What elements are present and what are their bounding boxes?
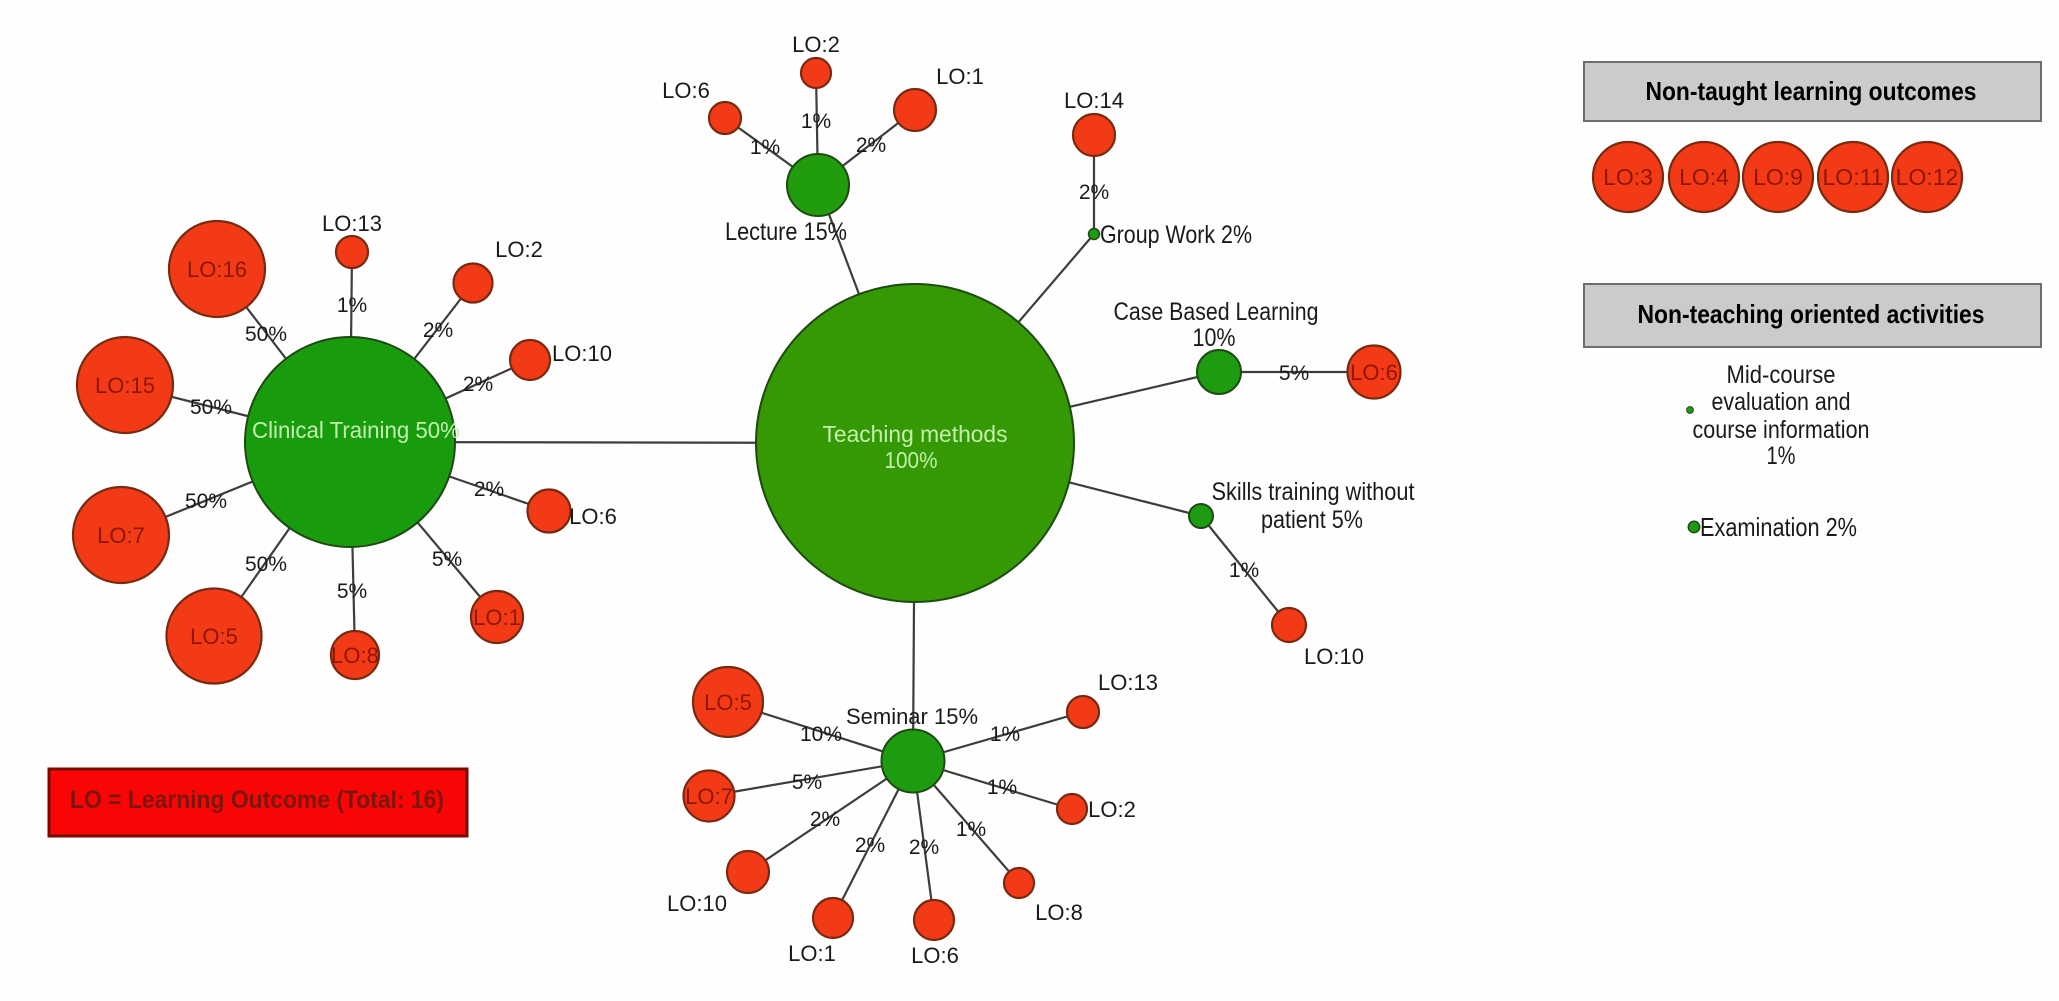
svg-text:LO:1: LO:1 [473, 605, 521, 630]
svg-text:LO:5: LO:5 [704, 690, 752, 715]
svg-text:1%: 1% [1767, 442, 1796, 470]
svg-text:100%: 100% [885, 447, 938, 473]
svg-text:1%: 1% [750, 136, 780, 159]
svg-text:1%: 1% [1229, 559, 1259, 582]
svg-text:2%: 2% [1079, 181, 1109, 204]
svg-text:2%: 2% [423, 319, 453, 342]
svg-text:LO:3: LO:3 [1603, 164, 1653, 190]
svg-text:LO:2: LO:2 [495, 237, 543, 262]
svg-text:LO:6: LO:6 [662, 78, 710, 103]
svg-text:50%: 50% [190, 396, 232, 419]
svg-text:10%: 10% [800, 723, 842, 746]
svg-text:LO:16: LO:16 [187, 257, 247, 282]
svg-text:10%: 10% [1193, 324, 1236, 352]
svg-text:1%: 1% [987, 776, 1017, 799]
svg-text:LO:8: LO:8 [331, 643, 379, 668]
svg-text:Examination 2%: Examination 2% [1700, 512, 1857, 542]
svg-text:LO:10: LO:10 [1304, 644, 1364, 669]
svg-text:2%: 2% [909, 836, 939, 859]
svg-text:1%: 1% [801, 110, 831, 133]
svg-text:LO:15: LO:15 [95, 373, 155, 398]
svg-text:LO:1: LO:1 [936, 64, 984, 89]
svg-text:5%: 5% [1279, 362, 1309, 385]
svg-text:Seminar 15%: Seminar 15% [846, 704, 978, 729]
svg-text:patient 5%: patient 5% [1261, 506, 1363, 534]
svg-text:LO:7: LO:7 [685, 784, 733, 809]
svg-text:LO:5: LO:5 [190, 624, 238, 649]
svg-text:LO:7: LO:7 [97, 523, 145, 548]
svg-text:2%: 2% [463, 373, 493, 396]
svg-text:LO:12: LO:12 [1896, 164, 1959, 190]
svg-text:LO:10: LO:10 [667, 891, 727, 916]
svg-text:evaluation and: evaluation and [1712, 388, 1851, 416]
svg-text:1%: 1% [990, 723, 1020, 746]
svg-text:LO:13: LO:13 [1098, 670, 1158, 695]
svg-text:5%: 5% [792, 771, 822, 794]
svg-text:50%: 50% [245, 553, 287, 576]
svg-text:LO:4: LO:4 [1679, 164, 1729, 190]
svg-text:LO:6: LO:6 [1350, 360, 1398, 385]
svg-text:2%: 2% [474, 478, 504, 501]
svg-text:LO:9: LO:9 [1753, 164, 1803, 190]
svg-text:Case Based Learning: Case Based Learning [1114, 298, 1319, 326]
svg-text:Lecture 15%: Lecture 15% [725, 218, 847, 246]
svg-text:2%: 2% [810, 808, 840, 831]
svg-text:5%: 5% [432, 548, 462, 571]
svg-text:LO:2: LO:2 [1088, 797, 1136, 822]
svg-text:LO:8: LO:8 [1035, 900, 1083, 925]
svg-text:LO:1: LO:1 [788, 941, 836, 966]
svg-text:LO:14: LO:14 [1064, 88, 1124, 113]
svg-text:50%: 50% [185, 490, 227, 513]
svg-text:5%: 5% [337, 580, 367, 603]
svg-text:LO:11: LO:11 [1823, 164, 1884, 190]
svg-text:LO:6: LO:6 [911, 943, 959, 968]
svg-text:Teaching methods: Teaching methods [823, 421, 1008, 447]
svg-text:Group Work 2%: Group Work 2% [1100, 221, 1252, 249]
svg-text:Non-taught learning outcomes: Non-taught learning outcomes [1646, 76, 1977, 106]
svg-text:LO:2: LO:2 [792, 32, 840, 57]
svg-text:LO:13: LO:13 [322, 211, 382, 236]
svg-text:1%: 1% [337, 294, 367, 317]
svg-text:Non-teaching oriented activiti: Non-teaching oriented activities [1638, 299, 1985, 329]
svg-text:course information: course information [1693, 416, 1870, 444]
svg-text:1%: 1% [956, 818, 986, 841]
svg-text:50%: 50% [245, 323, 287, 346]
svg-text:Skills training without: Skills training without [1212, 478, 1415, 506]
svg-text:Clinical Training 50%: Clinical Training 50% [252, 417, 460, 443]
svg-text:LO:10: LO:10 [552, 341, 612, 366]
svg-text:LO = Learning Outcome (Total:: LO = Learning Outcome (Total: 16) [70, 786, 444, 814]
svg-text:Mid-course: Mid-course [1727, 361, 1836, 389]
svg-text:2%: 2% [855, 834, 885, 857]
svg-text:2%: 2% [856, 134, 886, 157]
svg-text:LO:6: LO:6 [569, 504, 617, 529]
